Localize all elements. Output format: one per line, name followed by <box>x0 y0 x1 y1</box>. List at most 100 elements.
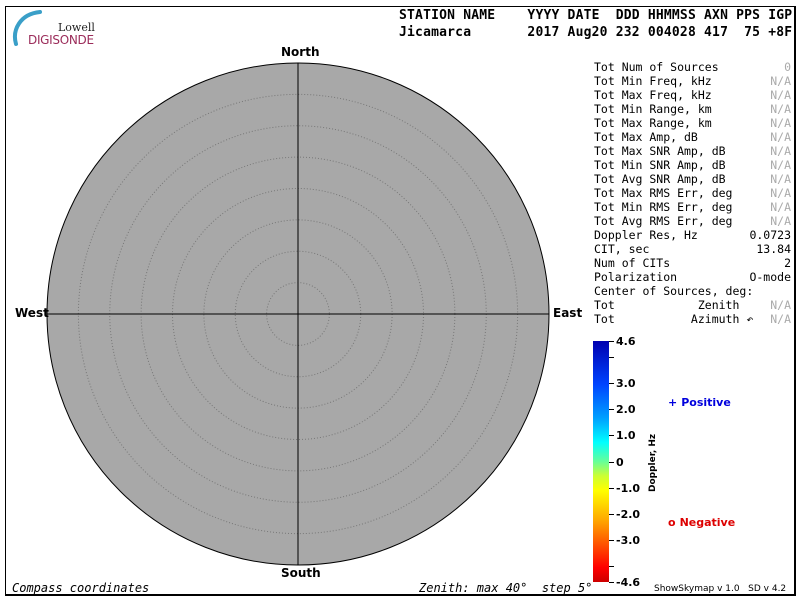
stat-row: Tot Min RMS Err, deg N/A <box>594 200 791 214</box>
stat-row: Num of CITs 2 <box>594 256 791 270</box>
plus-icon: + <box>668 396 678 409</box>
colorbar-tick-label: -4.6 <box>616 576 641 589</box>
coordinates-label: Compass coordinates <box>12 581 150 595</box>
north-label: North <box>281 45 320 59</box>
stat-label: Tot Max Freq, kHz <box>594 88 712 102</box>
stat-value: N/A <box>770 186 791 200</box>
stat-row: Polarization O-mode <box>594 270 791 284</box>
stat-value: N/A <box>770 102 791 116</box>
legend-negative: o Negative <box>668 516 735 529</box>
header-labels: STATION NAME YYYY DATE DDD HHMMSS AXN PP… <box>399 8 793 23</box>
stat-label: Tot Min RMS Err, deg <box>594 200 733 214</box>
stat-row: Tot Max RMS Err, deg N/A <box>594 186 791 200</box>
statistics-table: Tot Num of Sources 0 Tot Min Freq, kHz N/A T… <box>594 60 791 326</box>
colorbar-title: Doppler, Hz <box>648 433 658 492</box>
stat-row: Tot Max Amp, dB N/A <box>594 130 791 144</box>
stat-label: Tot Max SNR Amp, dB <box>594 144 726 158</box>
stat-row: CIT, sec 13.84 <box>594 242 791 256</box>
south-label: South <box>281 566 321 580</box>
stat-row: Tot Zenith N/A <box>594 298 791 312</box>
stat-value: N/A <box>770 130 791 144</box>
stat-label: Polarization <box>594 270 678 284</box>
colorbar-tick-label: 4.6 <box>616 335 636 348</box>
stat-value: N/A <box>770 214 791 228</box>
east-label: East <box>553 306 583 320</box>
stat-label: Tot Avg SNR Amp, dB <box>594 172 726 186</box>
colorbar-tick-label: -1.0 <box>616 482 641 495</box>
version-label: ShowSkymap v 1.0 SD v 4.2 <box>654 584 787 594</box>
stat-value: N/A <box>770 74 791 88</box>
colorbar-tick <box>609 383 614 384</box>
stat-label: Tot Min Freq, kHz <box>594 74 712 88</box>
colorbar-tick <box>609 582 614 583</box>
stat-value: N/A <box>770 312 791 326</box>
colorbar-minor-tick <box>609 566 614 567</box>
stat-value: 0 <box>784 60 791 74</box>
stat-label: Tot Min Range, km <box>594 102 712 116</box>
stat-row: Tot Avg RMS Err, deg N/A <box>594 214 791 228</box>
stat-row: Tot Max Range, km N/A <box>594 116 791 130</box>
colorbar-tick <box>609 435 614 436</box>
stat-row: Tot Avg SNR Amp, dB N/A <box>594 172 791 186</box>
legend-positive: + Positive <box>668 396 731 409</box>
west-label: West <box>15 306 49 320</box>
legend-negative-label: Negative <box>679 516 736 529</box>
colorbar-tick-label: -3.0 <box>616 534 641 547</box>
colorbar-tick-label: -2.0 <box>616 508 641 521</box>
header-values: Jicamarca 2017 Aug20 232 004028 417 75 +… <box>399 25 793 40</box>
colorbar-tick-label: 2.0 <box>616 403 636 416</box>
stat-row: Tot Min Range, km N/A <box>594 102 791 116</box>
digisonde-logo: Lowell DIGISONDE <box>10 10 95 48</box>
stat-value: N/A <box>770 88 791 102</box>
stat-label: CIT, sec <box>594 242 650 256</box>
stat-value: 2 <box>784 256 791 270</box>
stat-label: Tot Avg RMS Err, deg <box>594 214 733 228</box>
stat-label: Num of CITs <box>594 256 671 270</box>
colorbar-tick-label: 3.0 <box>616 377 636 390</box>
stat-label: Doppler Res, Hz <box>594 228 698 242</box>
stat-value: N/A <box>770 172 791 186</box>
stat-row: Center of Sources, deg: <box>594 284 791 298</box>
stat-label: Tot Num of Sources <box>594 60 719 74</box>
colorbar-tick <box>609 514 614 515</box>
legend-positive-label: Positive <box>681 396 731 409</box>
colorbar-tick <box>609 540 614 541</box>
plot-frame <box>5 6 796 596</box>
colorbar-tick-label: 0 <box>616 456 624 469</box>
colorbar-tick <box>609 341 614 342</box>
stat-value: N/A <box>770 116 791 130</box>
stat-row: Tot Max Freq, kHz N/A <box>594 88 791 102</box>
colorbar-minor-tick <box>609 357 614 358</box>
stat-row: Tot Min SNR Amp, dB N/A <box>594 158 791 172</box>
stat-row: Tot Min Freq, kHz N/A <box>594 74 791 88</box>
circle-icon: o <box>668 516 676 529</box>
stat-label: Tot Max Range, km <box>594 116 712 130</box>
stat-value: N/A <box>770 200 791 214</box>
colorbar-tick <box>609 462 614 463</box>
stat-value: N/A <box>770 144 791 158</box>
stat-label: Tot Zenith <box>594 298 740 312</box>
stat-row: Tot Max SNR Amp, dB N/A <box>594 144 791 158</box>
zenith-label: Zenith: max 40° step 5° <box>419 581 593 595</box>
doppler-colorbar <box>593 341 609 582</box>
stat-label: Center of Sources, deg: <box>594 284 754 298</box>
stat-value: N/A <box>770 298 791 312</box>
logo-text-digisonde: DIGISONDE <box>28 33 94 47</box>
logo-arc-icon <box>13 10 42 46</box>
stat-row: Tot Azimuth ↶ N/A <box>594 312 791 326</box>
stat-label: Tot Max Amp, dB <box>594 130 698 144</box>
stat-label: Tot Max RMS Err, deg <box>594 186 733 200</box>
stat-value: 13.84 <box>756 242 791 256</box>
colorbar-tick <box>609 409 614 410</box>
stat-value: O-mode <box>749 270 791 284</box>
stat-value: N/A <box>770 158 791 172</box>
stat-row: Tot Num of Sources 0 <box>594 60 791 74</box>
colorbar-tick <box>609 488 614 489</box>
stat-value: 0.0723 <box>749 228 791 242</box>
stat-row: Doppler Res, Hz 0.0723 <box>594 228 791 242</box>
logo-text-lowell: Lowell <box>58 21 95 34</box>
stat-label: Tot Azimuth ↶ <box>594 312 754 326</box>
colorbar-tick-label: 1.0 <box>616 429 636 442</box>
stat-label: Tot Min SNR Amp, dB <box>594 158 726 172</box>
